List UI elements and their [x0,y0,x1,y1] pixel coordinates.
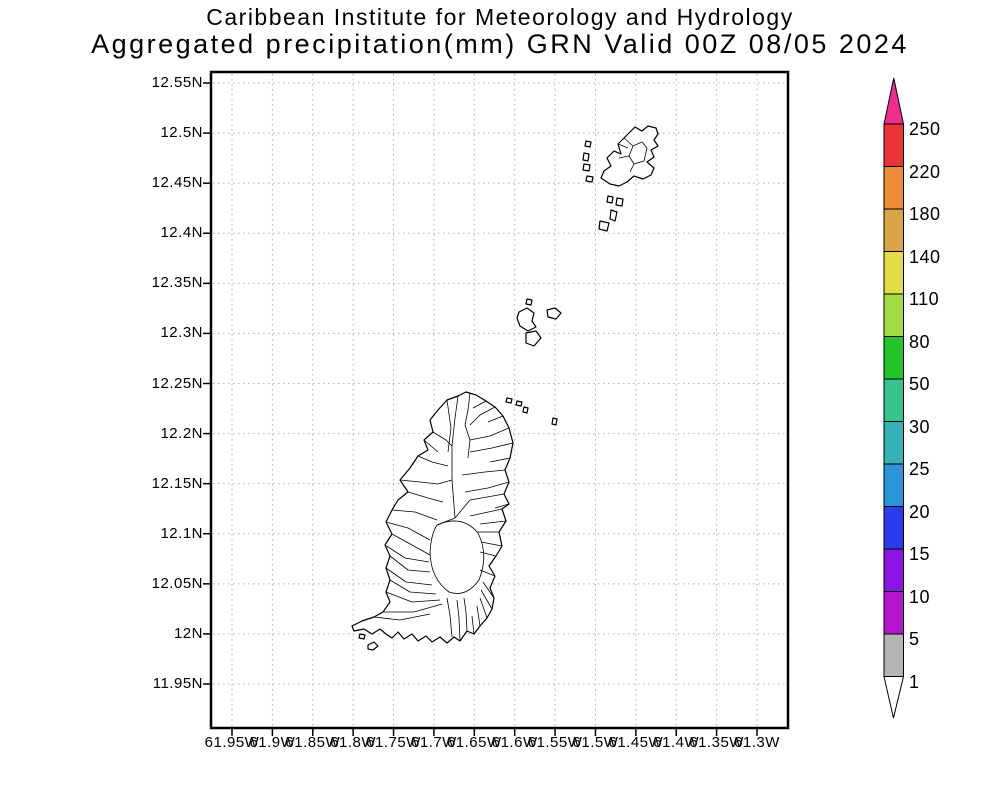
sw-islet [358,633,366,640]
colorbar-value-label: 80 [909,331,931,352]
x-axis-label: 61.45W [608,734,664,751]
carriacou-islet-w2 [582,152,590,162]
colorbar-segment [883,506,904,550]
y-axis-label: 12N [173,624,203,642]
glover-island [367,641,379,651]
colorbar-value-label: 5 [909,629,920,649]
carriacou-islet-s1 [606,195,614,204]
colorbar-value-label: 140 [909,246,941,267]
x-axis-label: 61.85W [285,734,341,751]
y-axis-label: 12.35N [151,274,203,292]
y-axis-label: 12.05N [151,574,203,592]
colorbar-segment [883,208,904,252]
large-island [598,220,610,232]
colorbar-segment [883,251,904,295]
carriacou-islet-w4 [585,175,594,183]
ronde-island [516,307,537,332]
y-axis-label: 12.45N [151,174,203,192]
y-axis-label: 12.2N [160,424,203,442]
colorbar-value-label: 30 [909,416,931,437]
x-axis-label: 61.75W [366,734,421,751]
carriacou-islet-s2 [615,197,624,207]
carriacou-coastline [600,125,659,187]
colorbar-value-label: 15 [909,544,931,564]
caille-island [546,307,562,320]
ne-islet-3 [522,406,529,414]
y-axis-label: 12.4N [160,224,203,242]
carriacou-watershed-boundaries [617,137,648,173]
colorbar-segment [883,463,904,507]
x-axis-label: 61.4W [653,734,700,751]
y-axis-label: 12.25N [151,374,203,392]
colorbar-segment [883,591,904,635]
x-axis-label: 61.65W [446,734,502,751]
carriacou-islet-w1 [584,140,592,148]
colorbar-segment [883,336,904,380]
x-axis-label: 61.7W [410,734,457,751]
colorbar-value-label: 25 [909,459,931,479]
colorbar-arrow-bottom [883,676,905,719]
x-axis-label: 61.35W [689,734,744,751]
colorbar-value-label: 1 [909,671,920,692]
colorbar-value-label: 10 [909,586,931,607]
colorbar-value-label: 180 [909,204,941,224]
colorbar-value-label: 250 [909,119,941,139]
y-axis-label: 12.15N [151,474,203,492]
sisters-islet [525,298,533,306]
y-axis-label: 12.3N [160,324,203,342]
y-axis-label: 12.5N [160,124,203,142]
x-axis-label: 61.9W [249,734,296,751]
page-subtitle: Aggregated precipitation(mm) GRN Valid 0… [91,29,909,59]
colorbar-segment [883,633,904,677]
colorbar-value-label: 50 [909,374,931,394]
grenada-central-basin [429,520,485,594]
island-coastlines [351,125,659,651]
x-axis-label: 61.5W [572,734,619,751]
colorbar-segment [883,293,904,337]
x-axis-label: 61.55W [527,734,583,751]
diamond-islet [525,330,542,347]
colorbar-segment [883,548,904,592]
page-title: Caribbean Institute for Meteorology and … [206,4,794,30]
x-axis-label: 61.95W [204,734,260,751]
ne-islet-2 [515,400,523,407]
colorbar-segment [883,378,904,422]
y-axis-label: 12.55N [151,74,203,91]
colorbar-graphic [883,77,905,719]
colorbar-segment [883,166,904,210]
colorbar-value-label: 110 [909,289,940,309]
carriacou-islet-w3 [582,163,591,172]
grid-lines [213,74,786,726]
x-axis-label: 61.8W [330,734,377,751]
colorbar-segment [883,123,904,167]
colorbar-segment [883,421,904,465]
frigate-island [609,209,618,222]
colorbar-value-label: 20 [909,501,931,522]
y-axis-label: 12.1N [160,524,203,542]
grenada-watershed-boundaries [373,392,514,642]
x-axis-label: 61.3W [734,734,780,751]
ne-islet-1 [505,397,513,404]
grenada-coastline [351,391,514,644]
title-block: Caribbean Institute for Meteorology and … [0,0,1000,58]
x-axis-label: 61.6W [491,734,538,751]
map-border [209,70,790,730]
axis-ticks [203,82,758,736]
colorbar-arrow-top [883,77,905,125]
y-axis-label: 11.95N [152,675,203,692]
colorbar-value-label: 220 [909,161,941,182]
tiny-islet-south [551,417,558,426]
